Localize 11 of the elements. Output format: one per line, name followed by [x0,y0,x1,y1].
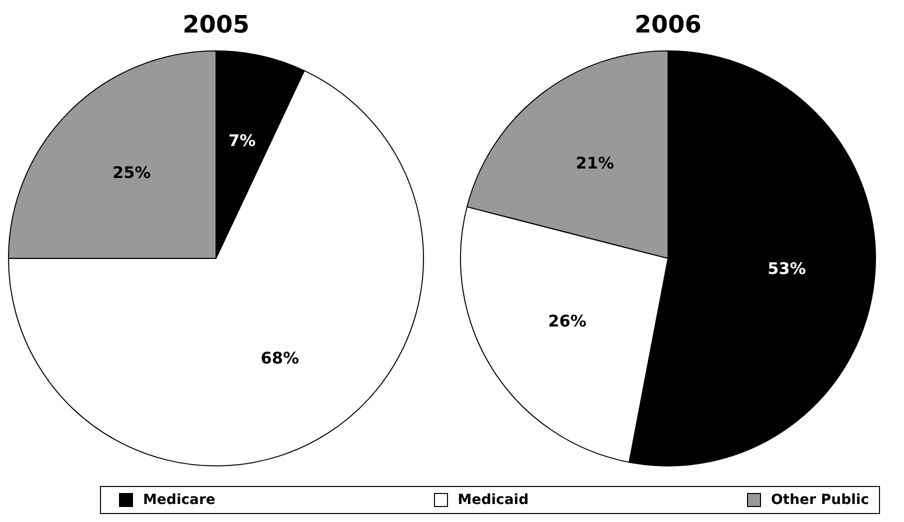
data-label: 7% [228,131,256,150]
data-label: 68% [260,348,300,368]
data-label: 25% [112,163,151,182]
chart-title: 2006 [634,10,702,39]
data-label: 53% [768,258,806,278]
data-label: 21% [576,153,614,172]
legend-label: Medicare [142,492,216,508]
legend-label: Medicaid [456,492,529,508]
legend-label: Other Public [770,492,869,508]
data-label: 26% [548,311,586,330]
chart-title: 2005 [182,10,250,39]
